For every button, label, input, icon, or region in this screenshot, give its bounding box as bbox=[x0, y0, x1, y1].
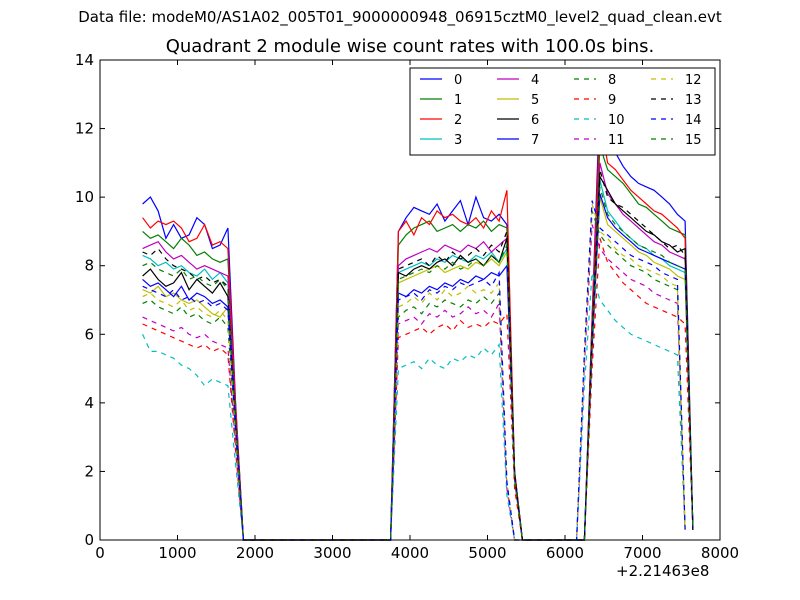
x-tick-label: 2000 bbox=[236, 544, 274, 562]
series-line-4 bbox=[142, 162, 694, 541]
y-tick-label: 12 bbox=[75, 120, 94, 138]
legend-label-12: 12 bbox=[685, 73, 702, 88]
series-lines-group bbox=[142, 97, 694, 541]
x-tick-label: 1000 bbox=[158, 544, 196, 562]
legend-box bbox=[409, 67, 716, 156]
legend-label-11: 11 bbox=[608, 133, 625, 148]
legend-label-8: 8 bbox=[608, 73, 616, 88]
x-tick-label: 5000 bbox=[468, 544, 506, 562]
x-tick-label: 7000 bbox=[623, 544, 661, 562]
axis-ticks-group: 0 1000 2000 3000 4000 5000 6000 7000 80000246810… bbox=[75, 51, 739, 562]
series-line-14 bbox=[142, 200, 686, 541]
legend-label-2: 2 bbox=[454, 113, 462, 128]
y-tick-label: 2 bbox=[84, 462, 94, 480]
series-line-10 bbox=[142, 272, 686, 541]
series-line-6 bbox=[142, 174, 694, 541]
series-line-8 bbox=[142, 210, 686, 541]
legend-label-4: 4 bbox=[531, 73, 539, 88]
series-line-5 bbox=[142, 196, 694, 541]
x-tick-label: 4000 bbox=[391, 544, 429, 562]
x-axis-offset-label: +2.21463e8 bbox=[616, 562, 710, 580]
y-tick-label: 6 bbox=[84, 325, 94, 343]
chart-title: Quadrant 2 module wise count rates with … bbox=[165, 36, 655, 57]
legend-label-0: 0 bbox=[454, 73, 462, 88]
legend-label-7: 7 bbox=[531, 133, 539, 148]
x-tick-label: 3000 bbox=[313, 544, 351, 562]
x-tick-label: 8000 bbox=[701, 544, 739, 562]
legend-label-15: 15 bbox=[685, 133, 702, 148]
legend-label-13: 13 bbox=[685, 93, 702, 108]
series-line-0 bbox=[142, 97, 694, 541]
series-line-12 bbox=[142, 203, 686, 541]
y-tick-label: 0 bbox=[84, 531, 94, 549]
series-line-15 bbox=[142, 186, 694, 541]
series-line-11 bbox=[142, 224, 686, 541]
y-tick-label: 4 bbox=[84, 394, 94, 412]
legend-label-10: 10 bbox=[608, 113, 625, 128]
series-line-9 bbox=[142, 238, 694, 541]
figure-suptitle: Data file: modeM0/AS1A02_005T01_90000009… bbox=[78, 8, 722, 26]
legend-label-5: 5 bbox=[531, 93, 539, 108]
legend-label-9: 9 bbox=[608, 93, 616, 108]
x-tick-label: 0 bbox=[95, 544, 105, 562]
x-tick-label: 6000 bbox=[546, 544, 584, 562]
series-line-13 bbox=[142, 169, 694, 541]
y-tick-label: 10 bbox=[75, 188, 94, 206]
series-line-1 bbox=[142, 145, 694, 541]
legend-label-1: 1 bbox=[454, 93, 462, 108]
legend-label-14: 14 bbox=[685, 113, 702, 128]
y-tick-label: 14 bbox=[75, 51, 94, 69]
y-tick-label: 8 bbox=[84, 257, 94, 275]
legend-label-3: 3 bbox=[454, 133, 462, 148]
legend-label-6: 6 bbox=[531, 113, 539, 128]
